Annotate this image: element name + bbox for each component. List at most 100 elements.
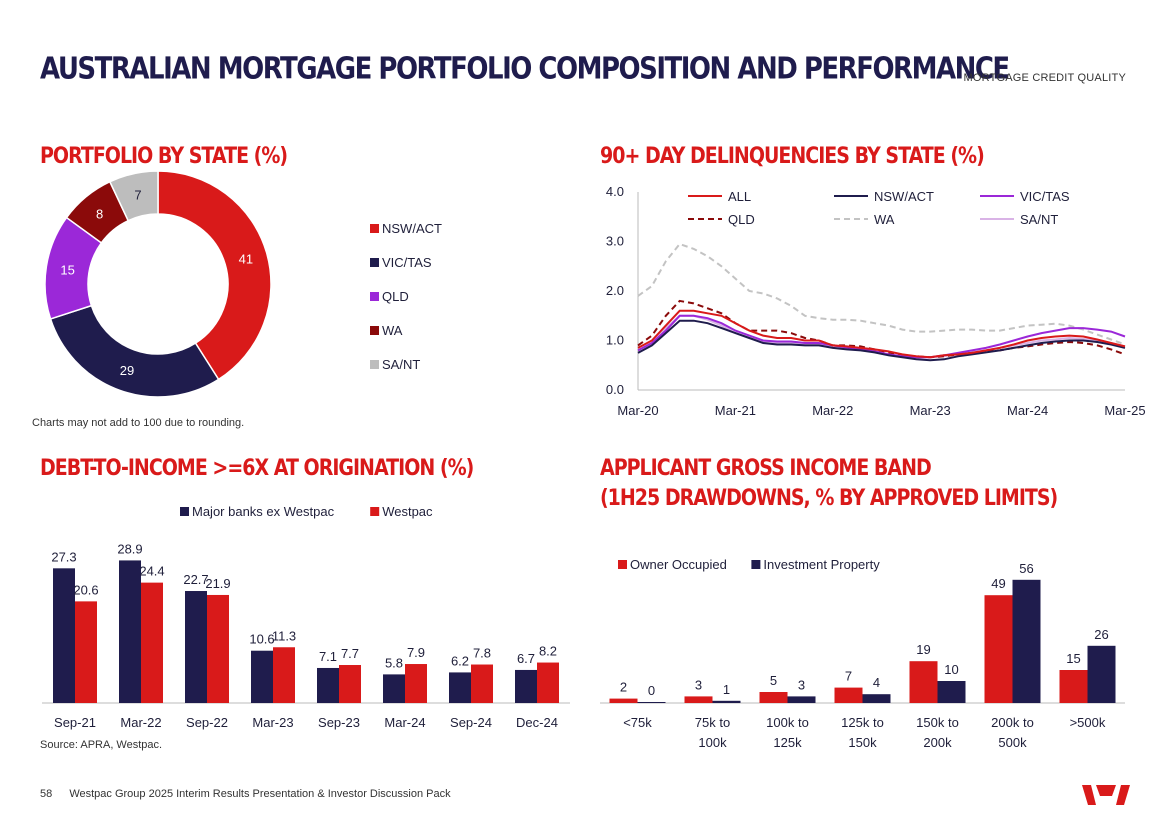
x-tick-label: Mar-23 <box>252 715 293 730</box>
x-tick-label: Dec-24 <box>516 715 558 730</box>
page-title: AUSTRALIAN MORTGAGE PORTFOLIO COMPOSITIO… <box>40 52 1010 87</box>
bar-owner-occupied <box>759 692 788 703</box>
legend-label: ALL <box>728 189 751 204</box>
x-tick-label: 200k to <box>991 715 1034 730</box>
x-tick-label: Mar-24 <box>1007 403 1048 418</box>
legend-label: VIC/TAS <box>1020 189 1070 204</box>
legend-swatch <box>751 560 761 569</box>
bar-major-banks-ex-westpac <box>449 672 471 703</box>
donut-slice-label: 7 <box>134 188 141 203</box>
legend-label: SA/NT <box>382 357 420 372</box>
data-label: 7 <box>845 669 852 684</box>
legend-label: NSW/ACT <box>382 221 442 236</box>
bar-westpac <box>339 665 361 703</box>
data-label: 15 <box>1066 651 1080 666</box>
x-tick-label: Sep-22 <box>186 715 228 730</box>
bar-major-banks-ex-westpac <box>383 674 405 703</box>
legend-swatch <box>618 560 627 569</box>
x-tick-label: Sep-23 <box>318 715 360 730</box>
bar-westpac <box>273 647 295 703</box>
data-label: 28.9 <box>117 541 142 556</box>
data-label: 7.1 <box>319 649 337 664</box>
donut-slice-nsw-act <box>157 170 272 381</box>
bar-owner-occupied <box>909 661 938 703</box>
data-label: 8.2 <box>539 644 557 659</box>
x-tick-label: Mar-23 <box>910 403 951 418</box>
data-label: 0 <box>648 683 655 698</box>
data-label: 56 <box>1019 561 1033 576</box>
donut-slice-label: 29 <box>120 363 134 378</box>
x-tick-label: Mar-20 <box>617 403 658 418</box>
y-tick-label: 4.0 <box>606 184 624 199</box>
data-label: 19 <box>916 642 930 657</box>
bar-major-banks-ex-westpac <box>119 560 141 703</box>
delinquency-line-chart: 0.0 1.0 2.0 3.0 4.0 Mar-20 Mar-21 Mar-22 Mar-23 M… <box>606 184 1146 418</box>
data-label: 22.7 <box>183 572 208 587</box>
data-label: 10.6 <box>249 632 274 647</box>
y-tick-label: 0.0 <box>606 382 624 397</box>
data-label: 7.8 <box>473 646 491 661</box>
legend-label: VIC/TAS <box>382 255 432 270</box>
bar-major-banks-ex-westpac <box>53 568 75 703</box>
series-line-wa <box>637 242 1126 346</box>
delinquency-chart-title: 90+ DAY DELINQUENCIES BY STATE (%) <box>600 143 985 169</box>
bar-owner-occupied <box>684 696 713 703</box>
x-tick-label: 500k <box>998 735 1027 750</box>
bar-major-banks-ex-westpac <box>515 669 537 703</box>
rounding-note: Charts may not add to 100 due to roundin… <box>32 417 245 429</box>
legend-swatch <box>370 292 379 301</box>
bar-major-banks-ex-westpac <box>317 667 339 703</box>
bar-major-banks-ex-westpac <box>185 591 207 703</box>
footer-text: Westpac Group 2025 Interim Results Prese… <box>69 788 451 800</box>
bar-westpac <box>207 594 229 703</box>
income-chart-subtitle: (1H25 DRAWDOWNS, % BY APPROVED LIMITS) <box>600 485 1058 511</box>
x-tick-label: <75k <box>623 715 652 730</box>
x-tick-label: 75k to <box>695 715 730 730</box>
data-label: 49 <box>991 576 1005 591</box>
bar-westpac <box>75 601 97 703</box>
donut-slice-label: 41 <box>239 251 253 266</box>
bar-investment-property <box>937 681 966 703</box>
bar-westpac <box>537 662 559 703</box>
bar-investment-property <box>787 696 816 703</box>
x-tick-label: Mar-21 <box>715 403 756 418</box>
x-tick-label: Mar-22 <box>120 715 161 730</box>
x-tick-label: >500k <box>1070 715 1106 730</box>
data-label: 7.7 <box>341 646 359 661</box>
data-label: 7.9 <box>407 645 425 660</box>
bar-westpac <box>405 664 427 703</box>
x-tick-label: 150k to <box>916 715 959 730</box>
source-note: Source: APRA, Westpac. <box>40 739 163 751</box>
x-tick-label: Sep-21 <box>54 715 96 730</box>
legend-label: Westpac <box>382 504 433 519</box>
bar-owner-occupied <box>984 595 1013 703</box>
donut-slice-sa-nt <box>108 170 159 222</box>
data-label: 3 <box>798 677 805 692</box>
x-tick-label: 100k <box>698 735 727 750</box>
bar-owner-occupied <box>609 698 638 703</box>
legend-label: NSW/ACT <box>874 189 934 204</box>
legend-swatch <box>370 360 379 369</box>
legend-swatch <box>370 224 379 233</box>
bar-investment-property <box>1087 645 1116 703</box>
x-tick-label: 200k <box>923 735 952 750</box>
data-label: 27.3 <box>51 549 76 564</box>
data-label: 2 <box>620 680 627 695</box>
x-tick-label: Mar-25 <box>1104 403 1145 418</box>
footer: 58 Westpac Group 2025 Interim Results Pr… <box>40 788 465 800</box>
legend-label: Investment Property <box>763 557 880 572</box>
westpac-logo-icon <box>1082 785 1130 805</box>
donut-slice-label: 8 <box>96 206 103 221</box>
data-label: 20.6 <box>73 582 98 597</box>
bar-owner-occupied <box>834 687 863 703</box>
x-tick-label: Mar-24 <box>384 715 425 730</box>
legend-label: QLD <box>728 212 755 227</box>
series-line-all <box>637 309 1126 359</box>
income-bar-chart: 2 0 <75k 3 1 75k to 100k 5 3 100k to 125k 7 4 125k to… <box>600 557 1125 750</box>
data-label: 5.8 <box>385 655 403 670</box>
series-line-qld <box>637 299 1126 359</box>
legend-swatch <box>370 258 379 267</box>
section-tag: MORTGAGE CREDIT QUALITY <box>963 72 1126 84</box>
data-label: 5 <box>770 673 777 688</box>
data-label: 26 <box>1094 627 1108 642</box>
